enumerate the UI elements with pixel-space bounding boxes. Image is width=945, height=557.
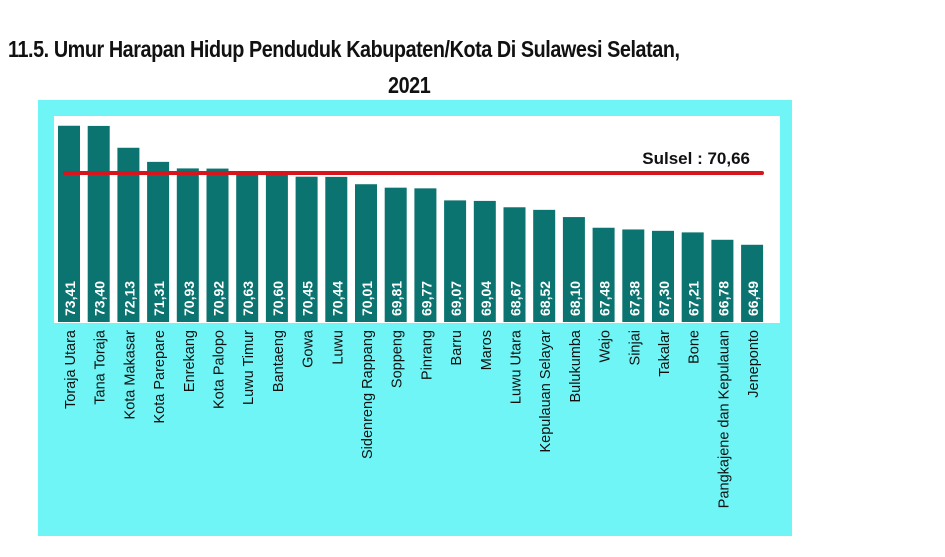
category-label: Barru — [449, 330, 465, 365]
bar — [384, 187, 407, 322]
bar — [325, 176, 348, 322]
chart-title: 11.5. Umur Harapan Hidup Penduduk Kabupa… — [8, 36, 680, 62]
bar-value-label: 67,48 — [597, 281, 613, 316]
bar-value-label: 66,49 — [745, 281, 761, 316]
category-label: Bantaeng — [271, 330, 287, 392]
bar — [355, 184, 377, 322]
bar-value-label: 67,21 — [686, 281, 702, 316]
bar-value-label: 71,31 — [151, 281, 167, 316]
category-label: Sinjai — [627, 330, 643, 365]
bar-value-label: 73,41 — [62, 281, 78, 316]
category-label: Luwu — [330, 330, 346, 365]
bar — [503, 207, 526, 322]
reference-line-label: Sulsel : 70,66 — [642, 149, 750, 168]
bar — [236, 173, 259, 322]
bar-value-label: 70,93 — [181, 281, 197, 316]
bar-value-label: 69,07 — [448, 281, 464, 316]
bar — [652, 230, 674, 322]
bar-value-label: 66,78 — [715, 281, 731, 316]
bar-value-label: 68,10 — [567, 281, 583, 316]
category-label: Soppeng — [390, 330, 406, 388]
bar-value-label: 70,45 — [300, 281, 316, 316]
category-label: Gowa — [301, 329, 317, 368]
category-label: Enrekang — [182, 330, 198, 392]
bar-value-label: 70,01 — [359, 281, 375, 316]
category-label: Toraja Utara — [63, 329, 79, 409]
bar-value-label: 68,67 — [508, 281, 524, 316]
category-label: Bone — [687, 330, 703, 364]
bar — [265, 174, 288, 322]
bar — [741, 244, 764, 322]
bar — [622, 229, 645, 322]
bar — [444, 200, 467, 322]
bar-value-label: 67,30 — [656, 281, 672, 316]
category-label: Sidenreng Rappang — [360, 330, 376, 459]
bar — [295, 176, 318, 322]
category-label: Wajo — [598, 330, 614, 363]
bar-value-label: 70,44 — [329, 281, 345, 316]
bar-value-label: 67,38 — [626, 281, 642, 316]
category-label: Kota Makasar — [122, 330, 138, 420]
bar — [592, 227, 615, 322]
category-label: Jeneponto — [746, 330, 762, 398]
bar-value-label: 70,63 — [240, 281, 256, 316]
bar-value-label: 68,52 — [537, 281, 553, 316]
bar-value-label: 70,60 — [270, 281, 286, 316]
category-label: Luwu Timur — [241, 330, 257, 405]
bar — [206, 168, 229, 322]
bar — [147, 161, 170, 322]
bar — [414, 188, 437, 322]
bar-value-label: 69,77 — [418, 281, 434, 316]
category-label: Kota Parepare — [152, 330, 168, 424]
bar-value-label: 72,13 — [121, 281, 137, 316]
category-label: Tana Toraja — [93, 329, 109, 405]
category-label: Pangkajene dan Kepulauan — [716, 330, 732, 508]
bar — [176, 168, 199, 322]
category-label: Kepulauan Selayar — [538, 330, 554, 453]
bar-value-label: 73,40 — [92, 281, 108, 316]
category-label: Luwu Utara — [509, 329, 525, 404]
bar — [533, 209, 556, 322]
category-label: Pinrang — [419, 330, 435, 380]
chart-title-year: 2021 — [388, 72, 431, 98]
bar — [711, 239, 734, 322]
bar-value-label: 70,92 — [211, 281, 227, 316]
bar-value-label: 69,81 — [389, 281, 405, 316]
bar — [681, 232, 704, 322]
bar — [562, 217, 585, 322]
category-label: Bulukumba — [568, 329, 584, 402]
bar-value-label: 69,04 — [478, 281, 494, 316]
bar — [117, 147, 140, 322]
category-label: Takalar — [657, 330, 673, 377]
category-label: Maros — [479, 330, 495, 370]
bar — [473, 200, 496, 322]
category-label: Kota Palopo — [212, 330, 228, 409]
